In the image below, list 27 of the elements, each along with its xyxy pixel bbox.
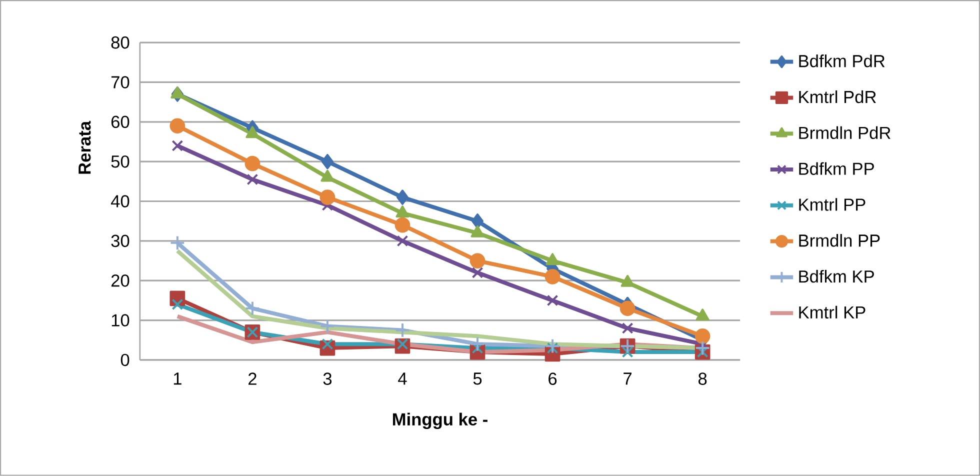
x-tick-label: 7 bbox=[624, 372, 632, 385]
legend-label: Kmtrl KP bbox=[799, 306, 866, 319]
y-tick-label: 40 bbox=[110, 195, 130, 208]
y-tick-label: 10 bbox=[112, 314, 130, 326]
y-axis-title: Rerata bbox=[78, 120, 91, 174]
y-tick-label: 30 bbox=[111, 234, 130, 248]
y-tick-label: 50 bbox=[111, 156, 130, 168]
x-tick-label: 2 bbox=[248, 372, 256, 385]
y-tick-label: 80 bbox=[111, 36, 130, 49]
x-tick-label: 4 bbox=[398, 372, 407, 385]
y-tick-label: 20 bbox=[111, 274, 130, 287]
legend-label: Bdfkm PdR bbox=[799, 54, 885, 68]
y-tick-label: 60 bbox=[111, 116, 130, 128]
legend-label: Bdfkm PP bbox=[799, 162, 874, 176]
legend-label: Brmdln PP bbox=[799, 234, 880, 247]
legend-label: Kmtrl PP bbox=[799, 198, 866, 211]
x-tick-label: 8 bbox=[698, 372, 707, 386]
y-tick-label: 0 bbox=[120, 354, 130, 366]
legend-label: Bdfkm KP bbox=[799, 270, 874, 283]
legend-label: Brmdln PdR bbox=[799, 126, 890, 140]
x-axis-title: Minggu ke - bbox=[392, 412, 488, 430]
x-tick-label: 1 bbox=[174, 372, 182, 385]
y-tick-label: 70 bbox=[111, 76, 130, 88]
legend-label: Kmtrl PdR bbox=[799, 90, 876, 104]
x-tick-label: 6 bbox=[548, 372, 557, 386]
x-tick-label: 3 bbox=[323, 372, 332, 386]
x-tick-label: 5 bbox=[473, 372, 482, 385]
